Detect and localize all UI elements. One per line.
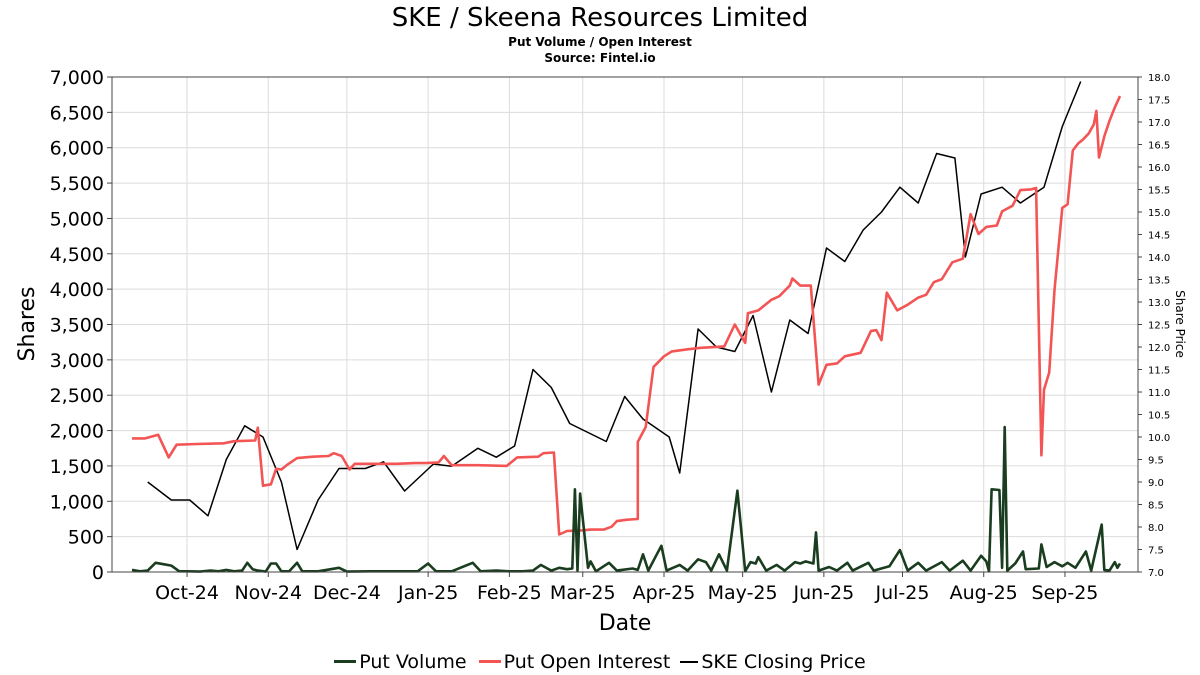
y-tick-label: 0 [92, 562, 104, 584]
y2-tick-label: 17.0 [1148, 118, 1170, 129]
y2-tick-label: 11.5 [1148, 366, 1170, 377]
y-tick-label: 5,000 [50, 208, 104, 230]
y-tick-label: 2,500 [50, 385, 104, 407]
legend-swatch-put-volume [334, 660, 357, 663]
x-tick-label: Jan-25 [397, 582, 458, 604]
y2-tick-label: 14.0 [1148, 253, 1170, 264]
series-line-ske-closing-price [147, 81, 1082, 551]
y-tick-label: 4,500 [50, 244, 104, 266]
y-tick-label: 5,500 [50, 173, 104, 195]
series-line-put-volume [131, 425, 1122, 573]
chart-subtitle: Put Volume / Open Interest [508, 35, 692, 49]
y2-tick-label: 16.0 [1148, 163, 1170, 174]
series-line-put-open-interest [132, 95, 1122, 536]
axis-layer: 0 500 1,000 1,500 2,000 2,500 3,000 3,500 4,000 4… [50, 67, 1171, 604]
x-tick-label: Nov-24 [234, 582, 302, 604]
y2-tick-label: 8.5 [1148, 501, 1164, 512]
y2-tick-label: 16.5 [1148, 141, 1170, 152]
legend-swatch-put-open-interest [478, 660, 501, 663]
y2-tick-label: 9.0 [1148, 478, 1164, 489]
legend: Put Volume Put Open Interest SKE Closing… [0, 646, 1200, 673]
y-tick-label: 1,500 [50, 456, 104, 478]
y-tick-label: 1,000 [50, 491, 104, 513]
x-tick-label: Aug-25 [950, 582, 1018, 604]
y2-tick-label: 12.0 [1148, 343, 1170, 354]
y2-tick-label: 7.0 [1148, 568, 1164, 579]
y-tick-label: 6,000 [50, 138, 104, 160]
x-tick-label: Oct-24 [155, 582, 219, 604]
x-tick-label: Mar-25 [550, 582, 616, 604]
x-tick-label: Sep-25 [1032, 582, 1099, 604]
grid-layer [112, 76, 1138, 573]
y-tick-label: 6,500 [50, 102, 104, 124]
y2-tick-label: 8.0 [1148, 523, 1164, 534]
y2-tick-label: 13.5 [1148, 276, 1170, 287]
y2-tick-label: 9.5 [1148, 456, 1164, 467]
series-layer [131, 81, 1122, 573]
chart-title: SKE / Skeena Resources Limited [391, 3, 809, 33]
x-tick-label: Feb-25 [477, 582, 542, 604]
y2-tick-label: 14.5 [1148, 231, 1170, 242]
y-axis-label: Shares [15, 287, 40, 362]
y2-tick-label: 7.5 [1148, 546, 1164, 557]
legend-label-ske-closing-price: SKE Closing Price [701, 651, 866, 673]
x-tick-label: Jul-25 [874, 582, 929, 604]
x-tick-label: May-25 [708, 582, 778, 604]
y-tick-label: 4,000 [50, 279, 104, 301]
x-tick-label: Jun-25 [792, 582, 854, 604]
x-tick-label: Dec-24 [313, 582, 381, 604]
y2-tick-label: 18.0 [1148, 73, 1170, 84]
legend-label-put-volume: Put Volume [359, 650, 467, 673]
y2-axis-label: Share Price [1173, 290, 1187, 358]
y2-tick-label: 11.0 [1148, 388, 1170, 399]
y2-tick-label: 10.0 [1148, 433, 1170, 444]
y2-tick-label: 13.0 [1148, 298, 1170, 309]
x-axis-label: Date [599, 611, 652, 636]
y-tick-label: 3,000 [50, 350, 104, 372]
chart-source: Source: Fintel.io [544, 51, 656, 65]
y-tick-label: 2,000 [50, 421, 104, 443]
y2-tick-label: 15.0 [1148, 208, 1170, 219]
y-tick-label: 3,500 [50, 315, 104, 337]
legend-label-put-open-interest: Put Open Interest [503, 650, 671, 673]
legend-item-put-volume: Put Volume [334, 650, 467, 673]
y2-tick-label: 17.5 [1148, 96, 1170, 107]
y2-tick-label: 10.5 [1148, 411, 1170, 422]
legend-item-put-open-interest: Put Open Interest [473, 650, 671, 673]
y-tick-label: 7,000 [50, 67, 104, 89]
legend-item-ske-closing-price: SKE Closing Price [676, 651, 866, 673]
x-tick-label: Apr-25 [633, 582, 696, 604]
y-tick-label: 500 [68, 527, 104, 549]
legend-swatch-ske-closing-price [680, 661, 699, 663]
y2-tick-label: 15.5 [1148, 186, 1170, 197]
y2-tick-label: 12.5 [1148, 321, 1170, 332]
